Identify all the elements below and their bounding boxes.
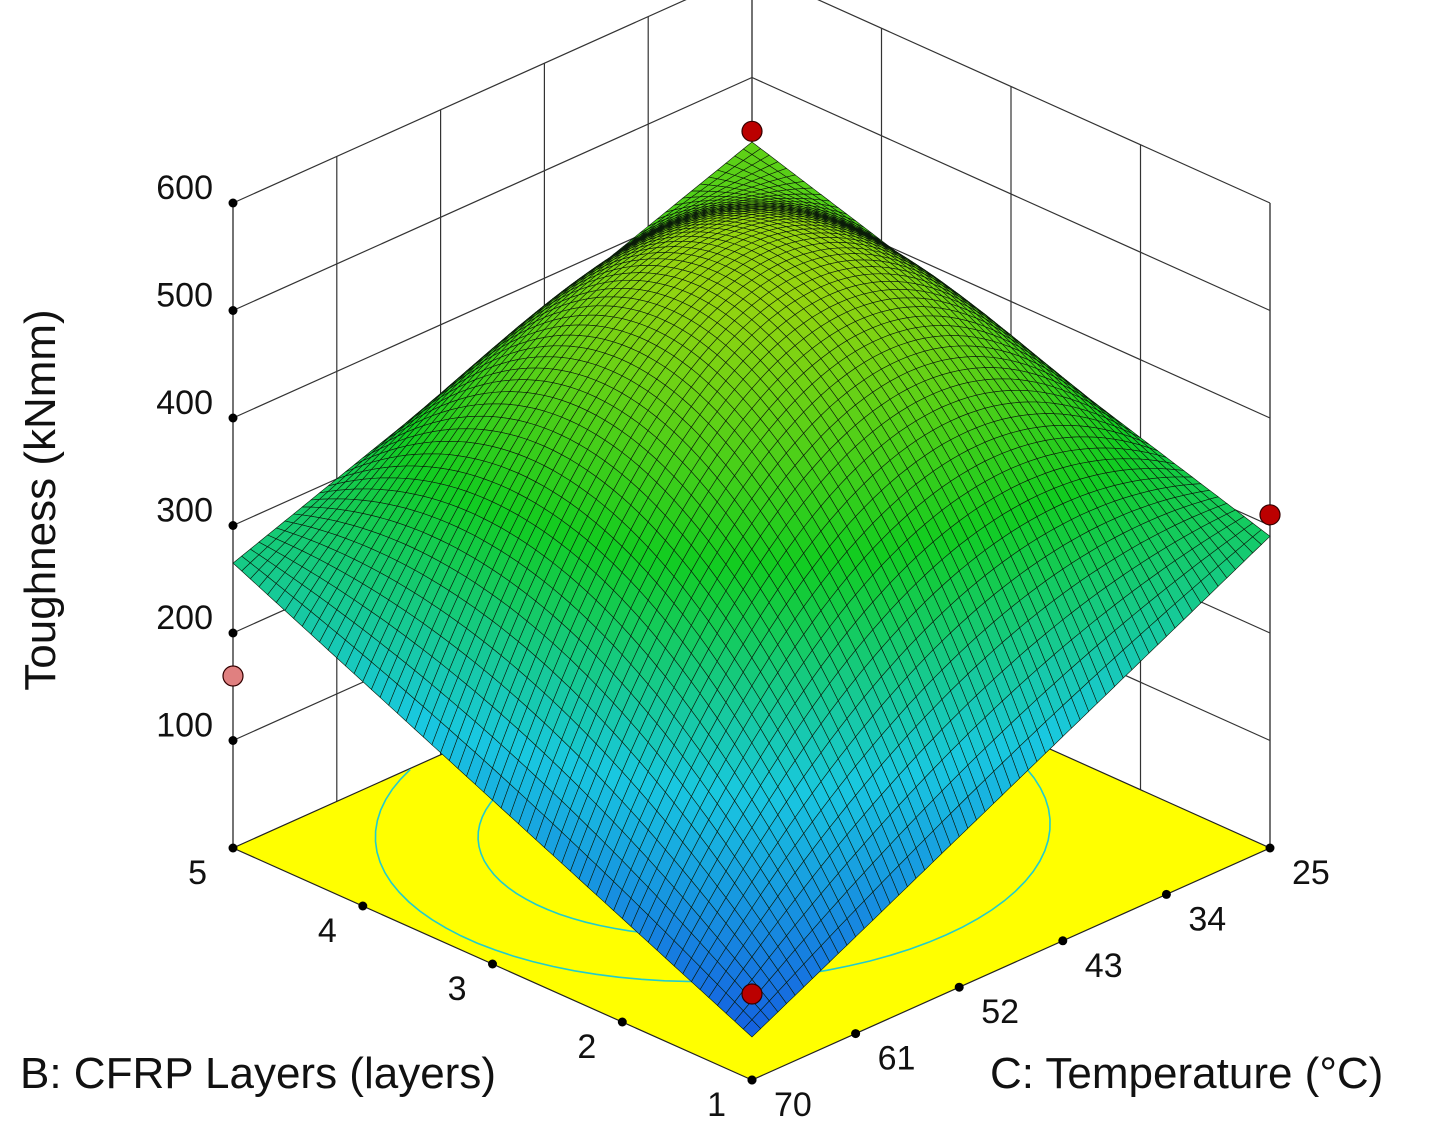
z-tick-label: 400 [156,384,213,422]
b-tick [228,843,238,853]
b-tick-label: 3 [448,970,467,1008]
z-tick-label: 100 [156,707,213,745]
response-surface [232,141,1271,1038]
b-tick-label: 4 [318,912,337,950]
c-tick [747,1075,757,1085]
z-tick [228,198,238,208]
b-tick-label: 2 [577,1028,596,1066]
wall-grid-line [232,76,1271,312]
c-tick [1265,843,1275,853]
b-tick [488,959,497,969]
c-tick-label: 52 [981,993,1019,1031]
z-tick-label: 600 [156,169,213,207]
b-tick-label: 5 [188,854,207,892]
z-tick-label: 500 [156,277,213,315]
c-tick [851,1029,861,1039]
b-tick-label: 1 [707,1086,726,1124]
design-points [222,120,1281,1005]
z-tick-label: 200 [156,599,213,637]
z-tick [228,736,238,745]
z-tick [228,413,238,423]
c-tick-label: 61 [878,1040,916,1078]
z-tick-label: 300 [156,492,213,530]
design-point [1259,504,1281,526]
c-tick [1058,936,1068,946]
c-tick-label: 70 [774,1086,812,1124]
surface-cell [742,1019,762,1038]
b-tick [617,1017,627,1027]
c-tick [954,982,964,992]
b-axis-title: B: CFRP Layers (layers) [20,1049,496,1098]
design-point [741,120,763,142]
z-tick [228,306,238,315]
z-axis-title: Toughness (kNmm) [16,309,65,690]
z-tick [228,521,238,530]
design-point [222,665,244,687]
z-tick [228,628,238,638]
c-tick-label: 34 [1188,900,1226,938]
c-tick [1161,889,1171,899]
c-tick-label: 43 [1085,947,1123,985]
wall-grid-line [232,0,1271,204]
c-axis-title: C: Temperature (°C) [990,1049,1383,1098]
b-tick [358,901,368,911]
design-point [741,983,763,1005]
c-tick-label: 25 [1292,854,1330,892]
